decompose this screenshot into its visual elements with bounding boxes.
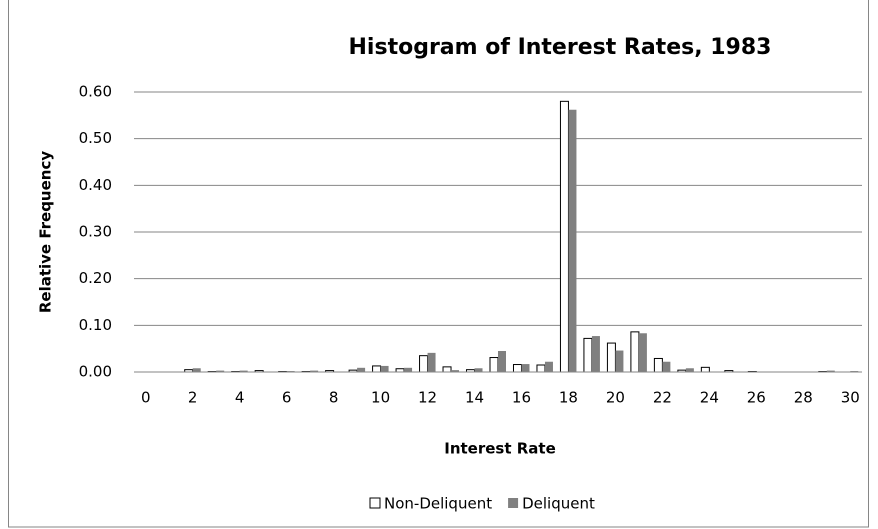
y-tick-label: 0.30 (79, 223, 112, 241)
bar (615, 350, 624, 372)
legend-label: Deliquent (522, 495, 595, 513)
bar (685, 368, 694, 372)
x-tick-label: 4 (235, 389, 245, 407)
y-tick-label: 0.00 (79, 363, 112, 381)
legend-swatch (369, 497, 381, 509)
x-tick-label: 22 (653, 389, 672, 407)
bar (357, 367, 366, 372)
y-tick-label: 0.60 (79, 83, 112, 101)
bar (606, 342, 616, 373)
bar (404, 367, 413, 372)
bar (653, 357, 663, 373)
y-tick-label: 0.20 (79, 269, 112, 287)
bar (536, 364, 546, 373)
bar (442, 366, 452, 373)
x-tick-label: 6 (282, 389, 292, 407)
bar (591, 336, 600, 372)
bar (638, 333, 647, 372)
x-tick-label: 16 (512, 389, 531, 407)
x-tick-label: 2 (188, 389, 198, 407)
bar (216, 370, 225, 372)
bar (192, 368, 201, 372)
x-tick-label: 28 (794, 389, 813, 407)
y-axis-label: Relative Frequency (37, 151, 55, 313)
y-tick-label: 0.10 (79, 316, 112, 334)
bar (583, 337, 593, 373)
x-tick-label: 10 (371, 389, 390, 407)
x-tick-label: 18 (559, 389, 578, 407)
bar (559, 100, 569, 373)
legend-label: Non-Deliquent (384, 495, 492, 513)
bar (474, 368, 483, 372)
x-tick-label: 30 (841, 389, 860, 407)
bar (662, 361, 671, 372)
bar (512, 364, 522, 373)
legend-swatch (508, 498, 519, 508)
y-tick-label: 0.50 (79, 129, 112, 147)
bar (451, 370, 460, 372)
bar (521, 364, 530, 372)
bar (372, 365, 382, 373)
bar (498, 351, 506, 372)
x-tick-label: 0 (141, 389, 151, 407)
chart-border (8, 0, 869, 528)
x-tick-label: 20 (606, 389, 625, 407)
bar (427, 352, 436, 372)
x-tick-label: 24 (700, 389, 719, 407)
x-tick-label: 26 (747, 389, 766, 407)
bar (419, 355, 429, 373)
bar (700, 366, 710, 373)
bar (826, 370, 835, 372)
x-axis-label: Interest Rate (444, 440, 556, 458)
x-tick-label: 14 (465, 389, 484, 407)
bar (544, 361, 553, 372)
x-tick-label: 8 (329, 389, 339, 407)
x-tick-label: 12 (418, 389, 437, 407)
bar (239, 370, 248, 372)
bar (380, 365, 389, 372)
bar (489, 357, 499, 373)
chart-title: Histogram of Interest Rates, 1983 (349, 35, 772, 60)
bar (630, 331, 640, 373)
bar (568, 109, 577, 372)
y-tick-label: 0.40 (79, 176, 112, 194)
bar (310, 370, 319, 372)
